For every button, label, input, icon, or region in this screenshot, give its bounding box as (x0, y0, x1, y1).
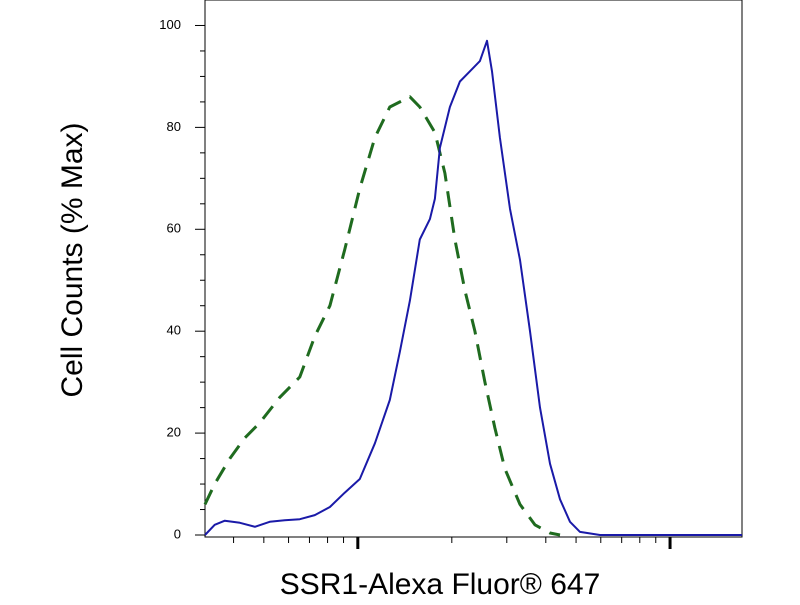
y-tick-label: 0 (174, 526, 181, 541)
y-tick-label: 100 (159, 17, 181, 32)
y-tick-label: 20 (167, 425, 181, 440)
y-tick-label: 80 (167, 119, 181, 134)
y-tick-label: 60 (167, 221, 181, 236)
x-axis-title: SSR1-Alexa Fluor® 647 (280, 568, 601, 600)
series-line (204, 39, 742, 536)
plot-frame (204, 0, 743, 538)
series-line (203, 95, 561, 537)
y-tick-label: 40 (167, 323, 181, 338)
y-axis-title: Cell Counts (% Max) (56, 122, 89, 397)
